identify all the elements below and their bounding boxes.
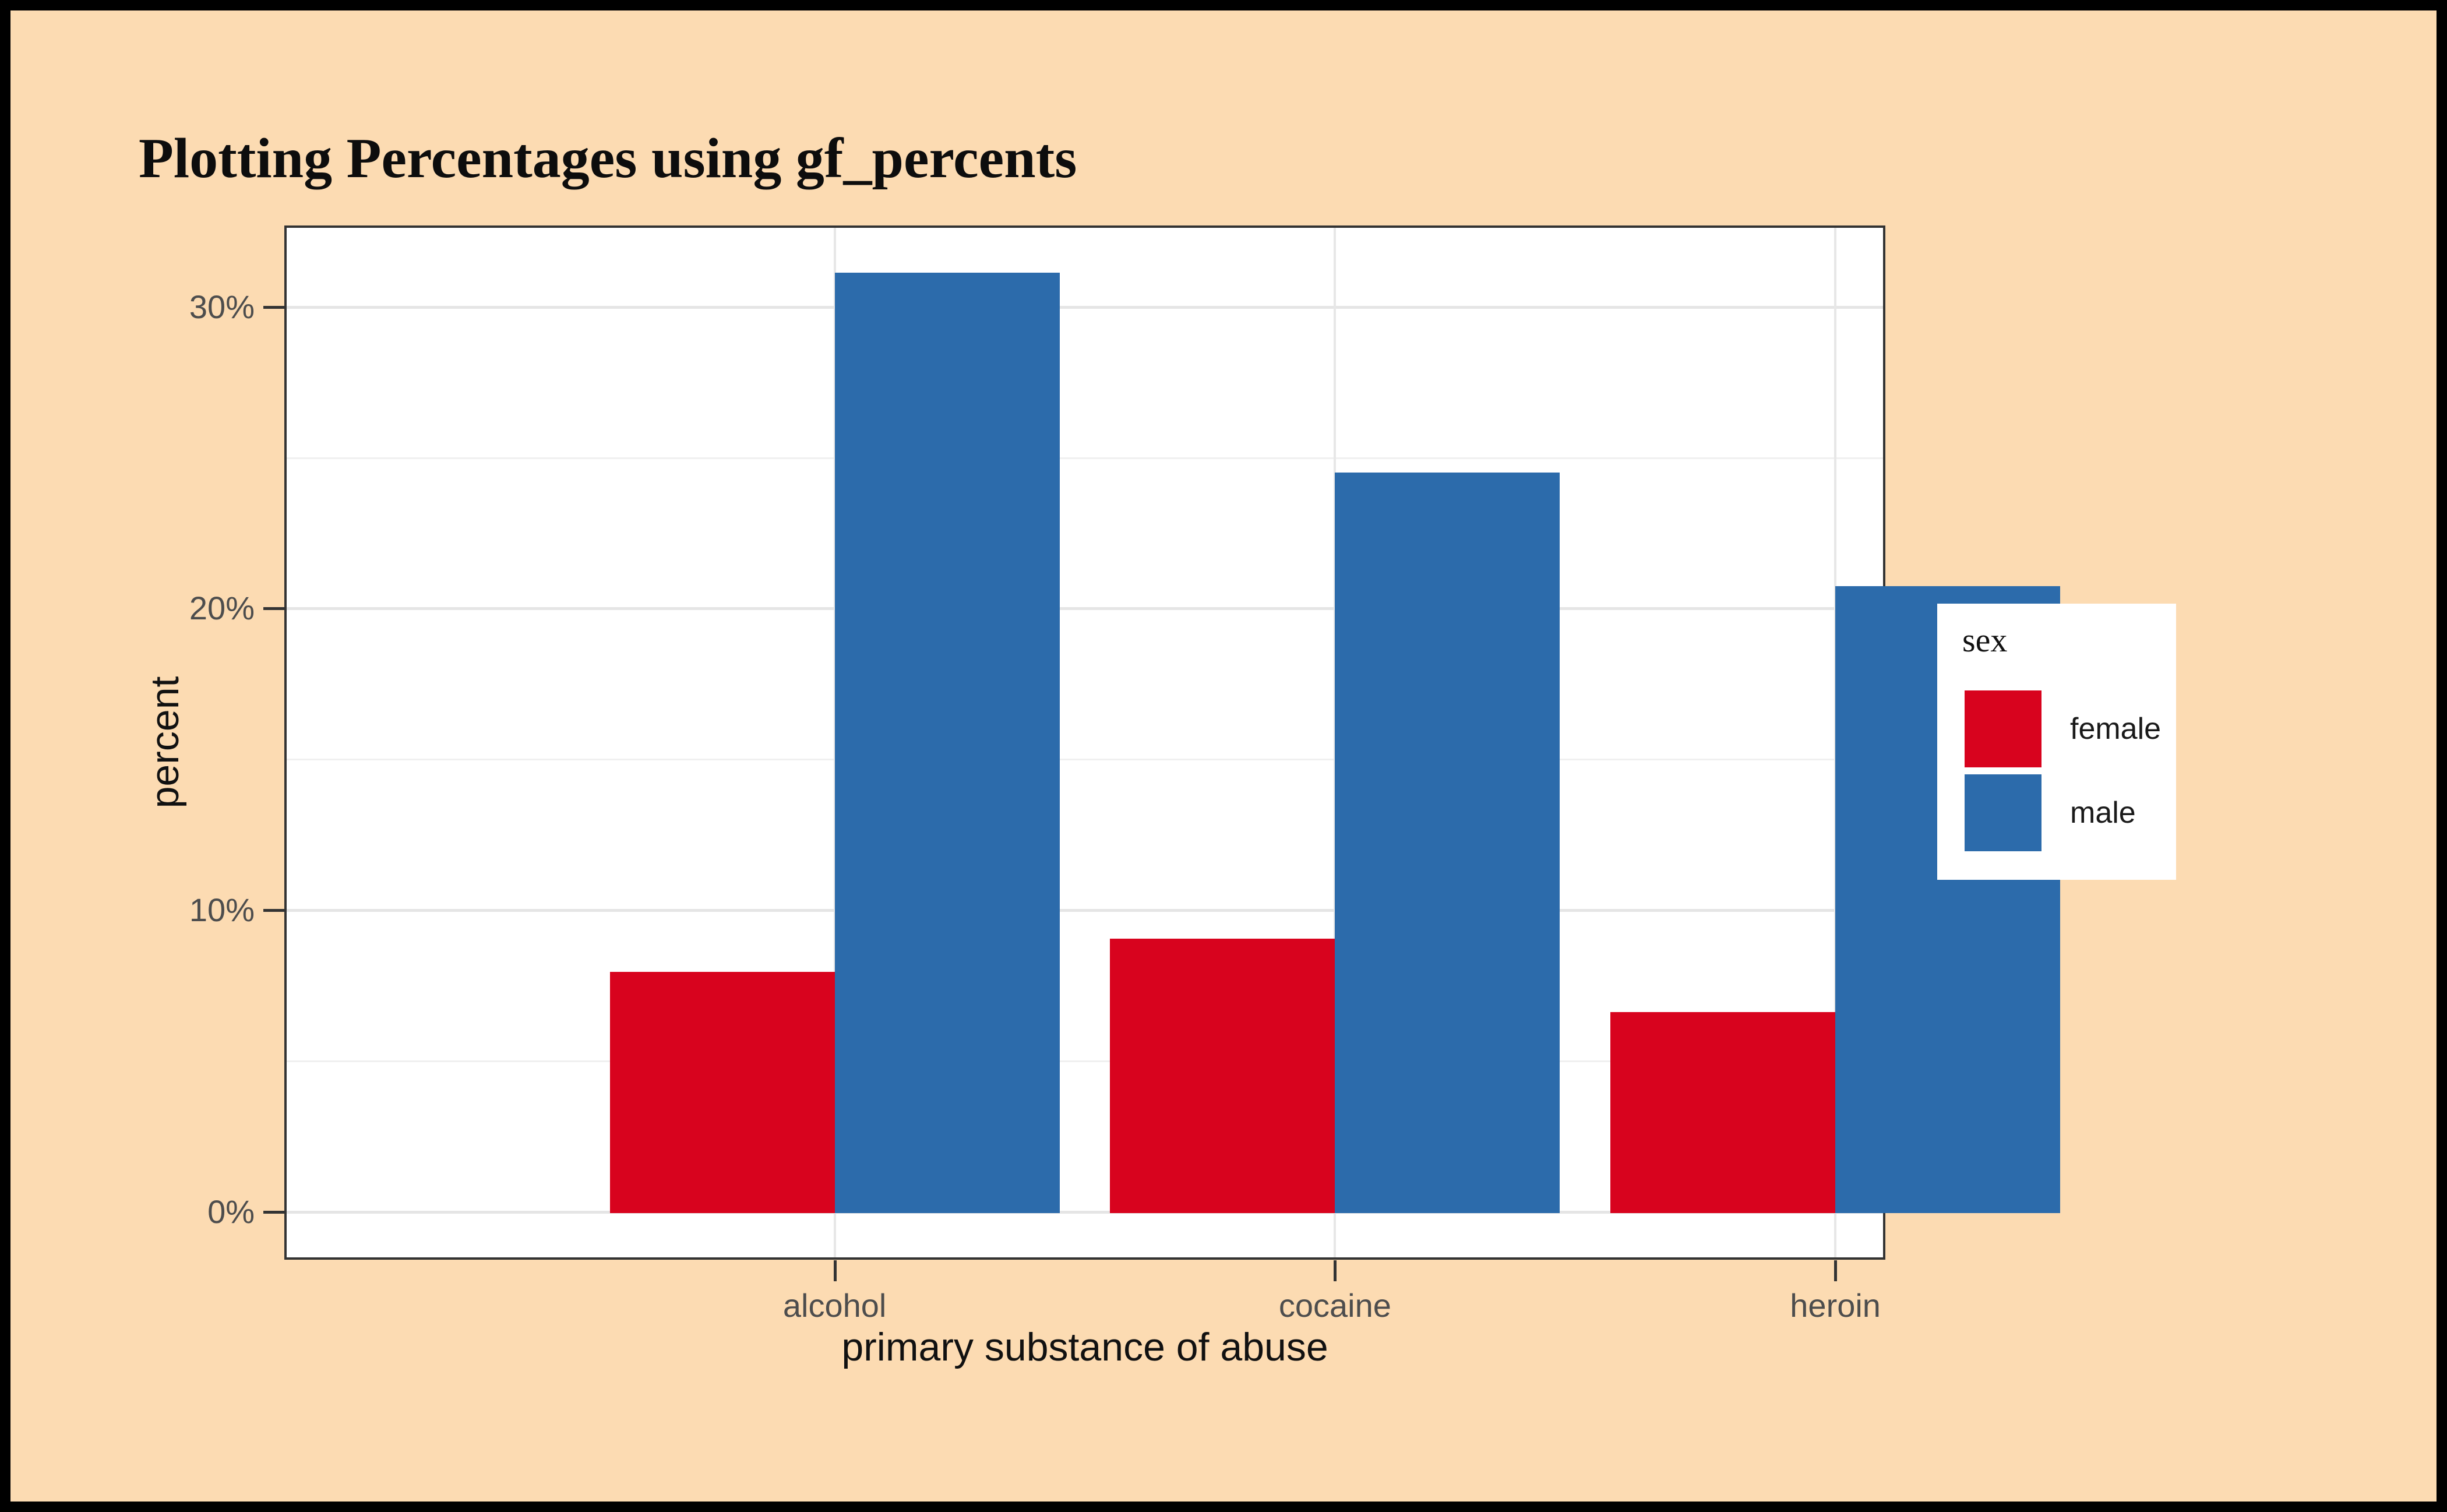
y-tick-label-0: 0% xyxy=(207,1193,255,1230)
y-tick-label-30: 30% xyxy=(189,288,255,325)
x-tick-cocaine xyxy=(1334,1260,1337,1281)
bar-cocaine-male xyxy=(1335,473,1560,1213)
legend-label-male: male xyxy=(2070,796,2136,830)
y-tick-label-20: 20% xyxy=(189,590,255,627)
x-tick-heroin xyxy=(1834,1260,1838,1281)
x-tick-alcohol xyxy=(833,1260,837,1281)
y-tick-0 xyxy=(263,1211,284,1214)
y-tick-10 xyxy=(263,909,284,912)
gridline-major-30 xyxy=(287,305,1883,309)
bar-alcohol-male xyxy=(834,273,1060,1213)
gridline-major-20 xyxy=(287,607,1883,611)
x-tick-label-heroin: heroin xyxy=(1790,1287,1881,1324)
bar-cocaine-female xyxy=(1110,939,1335,1213)
legend-box: sex female male xyxy=(1937,604,2176,880)
gridline-minor-15 xyxy=(287,759,1883,761)
y-tick-30 xyxy=(263,305,284,309)
bar-heroin-female xyxy=(1610,1012,1836,1213)
x-tick-label-cocaine: cocaine xyxy=(1278,1287,1391,1324)
gridline-minor-25 xyxy=(287,457,1883,459)
legend-swatch-male xyxy=(1965,774,2041,851)
x-axis-title: primary substance of abuse xyxy=(841,1325,1328,1369)
gridline-major-0 xyxy=(287,1211,1883,1214)
legend-label-female: female xyxy=(2070,712,2162,746)
legend-title: sex xyxy=(1962,621,2008,659)
x-tick-label-alcohol: alcohol xyxy=(782,1287,887,1324)
plot-title: Plotting Percentages using gf_percents xyxy=(139,127,1077,190)
y-axis-title: percent xyxy=(143,676,187,809)
y-tick-20 xyxy=(263,607,284,611)
gridline-minor-5 xyxy=(287,1060,1883,1063)
bar-alcohol-female xyxy=(609,972,835,1213)
gridline-major-10 xyxy=(287,909,1883,912)
legend-swatch-female xyxy=(1965,690,2041,767)
y-tick-label-10: 10% xyxy=(189,891,255,929)
